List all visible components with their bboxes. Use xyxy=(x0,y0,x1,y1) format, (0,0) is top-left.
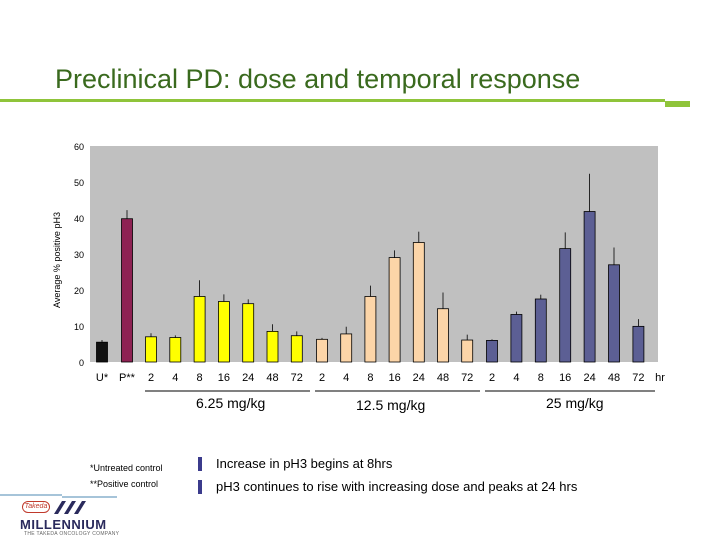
bullet-text: pH3 continues to rise with increasing do… xyxy=(216,479,578,494)
bar xyxy=(340,333,353,363)
footnote-positive: **Positive control xyxy=(90,479,159,489)
y-tick-label: 40 xyxy=(74,214,84,224)
logo-divider-accent xyxy=(62,496,117,498)
x-tick-label: 48 xyxy=(266,372,278,384)
group-label-25: 25 mg/kg xyxy=(546,395,604,411)
bar xyxy=(316,338,328,363)
x-tick-label: 48 xyxy=(608,372,620,384)
x-tick-label: 24 xyxy=(583,372,595,384)
group-label-6-25: 6.25 mg/kg xyxy=(196,395,266,411)
x-tick-label: 8 xyxy=(197,372,203,384)
footnote-untreated: *Untreated control xyxy=(90,463,163,473)
bar xyxy=(145,336,157,363)
x-tick-label: P** xyxy=(119,372,136,384)
bar xyxy=(169,337,182,363)
bar xyxy=(96,341,108,363)
bar xyxy=(510,314,523,363)
bar xyxy=(364,296,377,363)
y-tick-label: 20 xyxy=(74,286,84,296)
x-tick-label: 4 xyxy=(343,372,349,384)
bar xyxy=(290,335,303,363)
x-tick-label: 2 xyxy=(489,372,495,384)
footnotes: *Untreated control **Positive control xyxy=(90,460,163,492)
x-tick-label: 24 xyxy=(413,372,425,384)
x-tick-label: 8 xyxy=(538,372,544,384)
y-tick-label: 60 xyxy=(74,142,84,152)
bar xyxy=(632,325,645,363)
bullet-item: Increase in pH3 begins at 8hrs xyxy=(198,455,577,478)
bar xyxy=(217,301,230,363)
bar xyxy=(193,296,206,363)
x-tick-label: 8 xyxy=(367,372,373,384)
brand-tagline: THE TAKEDA ONCOLOGY COMPANY xyxy=(24,531,120,537)
x-tick-label: 16 xyxy=(388,372,400,384)
y-tick-label: 10 xyxy=(74,322,84,332)
bar xyxy=(583,211,596,363)
bar xyxy=(437,308,449,363)
bar xyxy=(534,298,547,363)
bullet-list: Increase in pH3 begins at 8hrs pH3 conti… xyxy=(198,455,577,501)
bar xyxy=(412,242,425,363)
x-tick-label: 72 xyxy=(291,372,303,384)
bullet-marker-icon xyxy=(198,457,202,471)
y-axis-label: Average % positive pH3 xyxy=(52,212,62,308)
logo-divider xyxy=(0,494,62,496)
x-tick-label: 4 xyxy=(513,372,519,384)
bar xyxy=(608,264,620,363)
takeda-logo: Takeda xyxy=(22,501,50,513)
bullet-text: Increase in pH3 begins at 8hrs xyxy=(216,456,393,471)
title-rule xyxy=(0,99,665,102)
x-tick-label: 72 xyxy=(461,372,473,384)
x-tick-label: 2 xyxy=(148,372,154,384)
brand-name: MILLENNIUM xyxy=(20,517,107,532)
x-tick-label: 16 xyxy=(218,372,230,384)
bar xyxy=(266,330,279,363)
title-rule-accent xyxy=(665,101,690,107)
bar xyxy=(461,339,474,363)
x-tick-label: U* xyxy=(96,372,109,384)
x-tick-label: 4 xyxy=(172,372,178,384)
x-tick-label: 72 xyxy=(632,372,644,384)
bar-chart: 0 10 20 30 40 50 60 Average % positive pH3 U* P**… xyxy=(52,142,665,392)
bullet-marker-icon xyxy=(198,480,202,494)
millennium-logo-icon xyxy=(54,501,86,514)
y-tick-label: 50 xyxy=(74,178,84,188)
bar xyxy=(121,218,133,363)
bar xyxy=(486,339,498,363)
x-tick-label: 16 xyxy=(559,372,571,384)
x-tick-label: 2 xyxy=(319,372,325,384)
y-tick-label: 0 xyxy=(79,358,84,368)
x-tick-label: 24 xyxy=(242,372,254,384)
x-unit-label: hr xyxy=(655,372,665,384)
bullet-item: pH3 continues to rise with increasing do… xyxy=(198,478,577,501)
bar xyxy=(388,257,401,363)
x-tick-label: 48 xyxy=(437,372,449,384)
bar xyxy=(559,248,572,363)
slide-title: Preclinical PD: dose and temporal respon… xyxy=(55,64,581,94)
group-label-12-5: 12.5 mg/kg xyxy=(356,397,426,413)
y-tick-label: 30 xyxy=(74,250,84,260)
bar xyxy=(242,303,255,363)
